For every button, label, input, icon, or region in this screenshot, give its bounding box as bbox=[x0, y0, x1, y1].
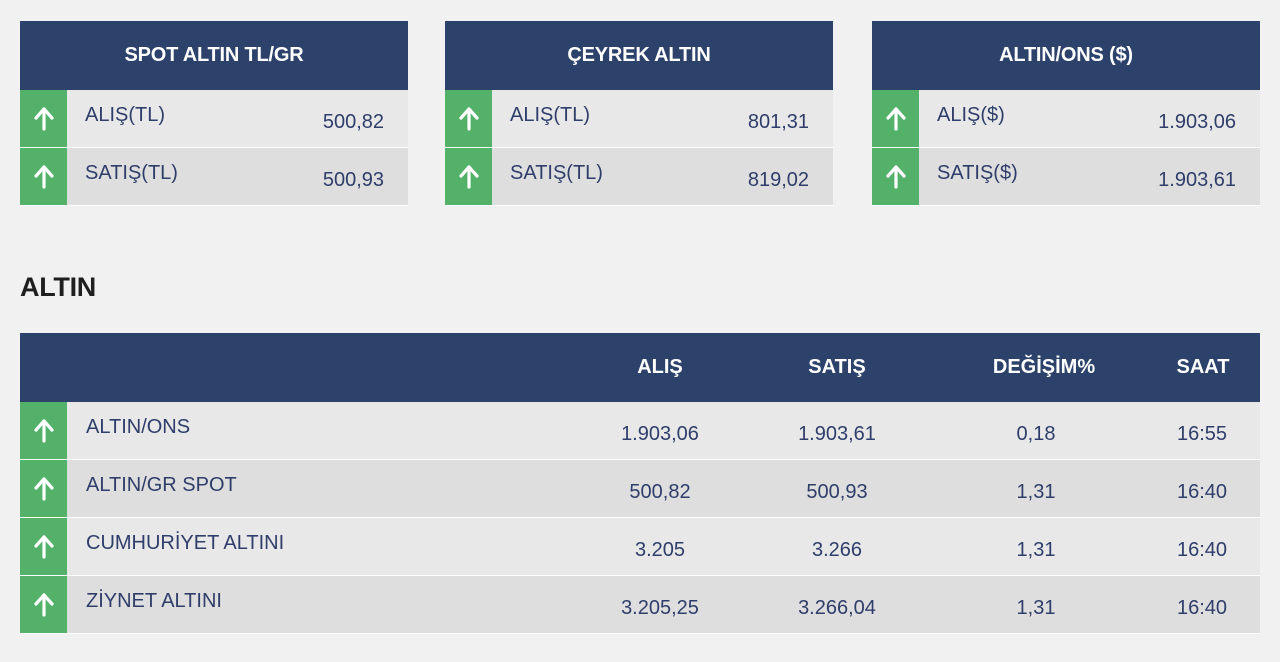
card-row-alis: ALIŞ($) 1.903,06 bbox=[872, 90, 1260, 148]
row-label: SATIŞ(TL) bbox=[510, 162, 603, 184]
row-value: 1.903,06 bbox=[1158, 111, 1236, 133]
column-header-degisim: DEĞİŞİM% bbox=[992, 356, 1096, 378]
row-label: SATIŞ($) bbox=[937, 162, 1018, 184]
arrow-up-icon bbox=[20, 148, 67, 205]
card-altin-ons: ALTIN/ONS ($) ALIŞ($) 1.903,06 SATIŞ($) … bbox=[872, 21, 1260, 206]
arrow-up-icon bbox=[20, 518, 67, 575]
card-row-satis: SATIŞ(TL) 819,02 bbox=[445, 148, 833, 206]
arrow-up-icon bbox=[872, 90, 919, 147]
section-title: ALTIN bbox=[20, 272, 96, 302]
row-name: ALTIN/ONS bbox=[86, 416, 191, 438]
column-header-satis: SATIŞ bbox=[808, 356, 866, 378]
row-value: 500,93 bbox=[322, 169, 384, 191]
row-value: 500,82 bbox=[322, 111, 384, 133]
cell-saat: 16:40 bbox=[1176, 539, 1228, 561]
cell-saat: 16:40 bbox=[1176, 597, 1228, 619]
card-ceyrek-altin: ÇEYREK ALTIN ALIŞ(TL) 801,31 SATIŞ(TL) 8… bbox=[445, 21, 833, 206]
cell-alis: 3.205 bbox=[634, 539, 686, 561]
cell-degisim: 1,31 bbox=[1016, 481, 1056, 503]
arrow-up-icon bbox=[872, 148, 919, 205]
row-name: ZİYNET ALTINI bbox=[86, 590, 222, 612]
table-header: ALIŞ SATIŞ DEĞİŞİM% SAAT bbox=[20, 333, 1260, 402]
table-row: ALTIN/ONS 1.903,06 1.903,61 0,18 16:55 bbox=[20, 402, 1260, 460]
table-row: ALTIN/GR SPOT 500,82 500,93 1,31 16:40 bbox=[20, 460, 1260, 518]
arrow-up-icon bbox=[445, 90, 492, 147]
card-row-alis: ALIŞ(TL) 500,82 bbox=[20, 90, 408, 148]
cell-degisim: 0,18 bbox=[1016, 423, 1056, 445]
card-title: ÇEYREK ALTIN bbox=[445, 21, 833, 90]
card-title: SPOT ALTIN TL/GR bbox=[20, 21, 408, 90]
cell-degisim: 1,31 bbox=[1016, 597, 1056, 619]
arrow-up-icon bbox=[20, 402, 67, 459]
cell-satis: 500,93 bbox=[806, 481, 868, 503]
card-row-satis: SATIŞ(TL) 500,93 bbox=[20, 148, 408, 206]
card-title: ALTIN/ONS ($) bbox=[872, 21, 1260, 90]
cell-satis: 3.266 bbox=[811, 539, 863, 561]
row-label: ALIŞ($) bbox=[937, 104, 1005, 126]
row-label: ALIŞ(TL) bbox=[510, 104, 591, 126]
card-row-satis: SATIŞ($) 1.903,61 bbox=[872, 148, 1260, 206]
cell-alis: 500,82 bbox=[629, 481, 691, 503]
cell-alis: 3.205,25 bbox=[621, 597, 699, 619]
row-name: CUMHURİYET ALTINI bbox=[86, 532, 285, 554]
cell-satis: 3.266,04 bbox=[798, 597, 876, 619]
card-row-alis: ALIŞ(TL) 801,31 bbox=[445, 90, 833, 148]
cell-satis: 1.903,61 bbox=[798, 423, 876, 445]
row-label: SATIŞ(TL) bbox=[85, 162, 178, 184]
table-row: CUMHURİYET ALTINI 3.205 3.266 1,31 16:40 bbox=[20, 518, 1260, 576]
column-header-saat: SAAT bbox=[1176, 356, 1230, 378]
gold-prices-table: ALIŞ SATIŞ DEĞİŞİM% SAAT ALTIN/ONS 1.903… bbox=[20, 333, 1260, 634]
row-value: 801,31 bbox=[747, 111, 809, 133]
row-value: 1.903,61 bbox=[1158, 169, 1236, 191]
row-label: ALIŞ(TL) bbox=[85, 104, 166, 126]
cell-saat: 16:55 bbox=[1176, 423, 1228, 445]
row-value: 819,02 bbox=[747, 169, 809, 191]
table-row: ZİYNET ALTINI 3.205,25 3.266,04 1,31 16:… bbox=[20, 576, 1260, 634]
arrow-up-icon bbox=[20, 460, 67, 517]
arrow-up-icon bbox=[20, 90, 67, 147]
cell-alis: 1.903,06 bbox=[621, 423, 699, 445]
cell-saat: 16:40 bbox=[1176, 481, 1228, 503]
card-spot-altin: SPOT ALTIN TL/GR ALIŞ(TL) 500,82 SATIŞ(T… bbox=[20, 21, 408, 206]
row-name: ALTIN/GR SPOT bbox=[86, 474, 237, 496]
cell-degisim: 1,31 bbox=[1016, 539, 1056, 561]
arrow-up-icon bbox=[20, 576, 67, 633]
arrow-up-icon bbox=[445, 148, 492, 205]
column-header-alis: ALIŞ bbox=[637, 356, 683, 378]
